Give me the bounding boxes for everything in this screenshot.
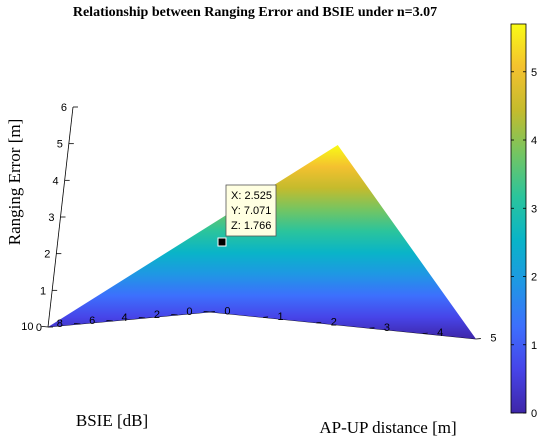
y-tick-mark [41,325,49,328]
z-ticks: 0 1 2 3 4 5 6 [36,102,78,334]
z-tick-label: 3 [48,212,54,224]
z-axis-label: Ranging Error [m] [5,119,24,246]
x-tick-label: 5 [490,333,496,345]
colorbar-tick-label: 2 [531,272,537,284]
z-tick-label: 4 [53,175,59,187]
surface-plot [48,145,476,339]
z-tick-label: 0 [36,322,42,334]
colorbar-tick-label: 0 [531,408,537,420]
z-tick-label: 2 [44,249,50,261]
y-tick-mark [73,322,81,325]
colorbar-tick-label: 5 [531,67,537,79]
y-tick-mark [203,310,211,313]
x-tick-label: 1 [278,311,284,323]
y-tick-label: 4 [122,312,128,324]
z-tick-label: 6 [61,102,67,114]
datatip-box [225,184,277,237]
y-tick-label: 8 [57,318,63,330]
datatip[interactable]: X: 2.525 Y: 7.071 Z: 1.766 [217,184,277,247]
datatip-x: X: 2.525 [231,190,272,202]
datatip-y: Y: 7.071 [231,205,271,217]
colorbar-tick-label: 3 [531,203,537,215]
y-tick-mark [106,319,113,322]
datatip-z: Z: 1.766 [231,220,271,232]
colorbar-tick-label: 4 [531,135,537,147]
y-tick-label: 6 [89,315,95,327]
z-tick-label: 5 [57,139,63,151]
colorbar-tick-label: 1 [531,340,537,352]
z-tick-label: 1 [40,285,46,297]
x-tick-label: 0 [224,306,230,318]
colorbar-ticks: 0 1 2 3 4 5 [511,67,537,420]
datatip-marker[interactable] [217,237,227,247]
colorbar [510,23,527,414]
y-tick-mark [171,313,178,316]
y-tick-mark [138,316,146,319]
x-tick-label: 2 [331,316,337,328]
y-tick-label: 2 [154,309,160,321]
chart-title: Relationship between Ranging Error and B… [73,5,437,20]
x-ticks: 0 1 2 3 4 5 [209,306,496,345]
x-tick-label: 3 [384,322,390,334]
y-tick-label: 0 [186,306,192,318]
y-tick-label: 10 [21,321,33,333]
y-axis-label: BSIE [dB] [76,411,148,430]
y-ticks: 0 2 4 6 8 10 [21,306,211,333]
x-axis-label: AP-UP distance [m] [319,418,456,437]
x-tick-label: 4 [437,327,443,339]
